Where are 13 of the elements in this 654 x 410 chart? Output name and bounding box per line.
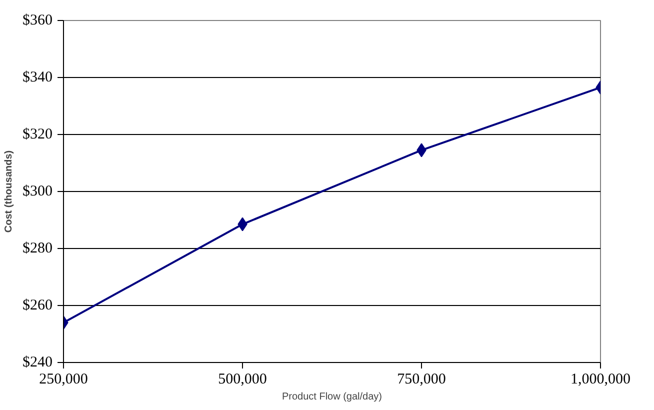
x-tick-label: 500,000	[218, 372, 267, 388]
x-tick-label: 750,000	[397, 372, 446, 388]
y-tick-label: $300	[22, 184, 52, 200]
y-tick-label: $260	[22, 298, 52, 314]
x-axis-title: Product Flow (gal/day)	[282, 392, 382, 402]
x-tick-label: 250,000	[39, 372, 88, 388]
y-tick-label: $360	[22, 12, 52, 28]
y-axis-title: Cost (thousands)	[4, 150, 14, 233]
y-tick-label: $240	[22, 354, 52, 370]
y-tick-label: $340	[22, 70, 52, 86]
x-tick-label: 1,000,000	[570, 372, 630, 388]
y-tick-label: $320	[22, 126, 52, 142]
y-tick-label: $280	[22, 240, 52, 256]
